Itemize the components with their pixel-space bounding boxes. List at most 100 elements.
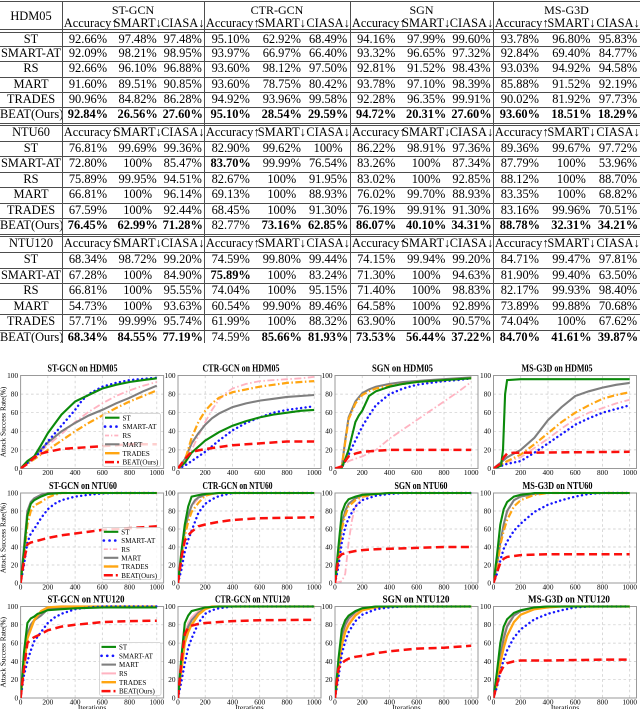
svg-text:SMART-AT: SMART-AT [121, 537, 156, 545]
svg-text:600: 600 [411, 583, 422, 592]
svg-text:400: 400 [70, 698, 81, 707]
svg-text:0: 0 [176, 583, 180, 592]
svg-text:600: 600 [570, 698, 581, 707]
svg-text:80: 80 [168, 506, 176, 515]
svg-text:400: 400 [543, 698, 554, 707]
svg-text:600: 600 [254, 468, 265, 477]
svg-text:80: 80 [325, 506, 333, 515]
svg-text:Iterations: Iterations [78, 703, 106, 709]
svg-text:600: 600 [570, 468, 581, 477]
svg-text:100: 100 [322, 488, 333, 497]
svg-text:0: 0 [329, 464, 333, 473]
svg-text:1000: 1000 [622, 698, 637, 707]
svg-text:60: 60 [484, 639, 492, 648]
svg-text:ST: ST [123, 414, 132, 422]
svg-text:80: 80 [11, 506, 19, 515]
svg-text:MART: MART [121, 554, 142, 562]
svg-text:600: 600 [411, 698, 422, 707]
svg-text:0: 0 [176, 698, 180, 707]
svg-text:600: 600 [411, 468, 422, 477]
svg-text:RS: RS [121, 546, 130, 554]
svg-text:20: 20 [11, 675, 19, 684]
svg-text:40: 40 [11, 657, 19, 666]
svg-text:0: 0 [19, 583, 23, 592]
svg-text:600: 600 [254, 698, 265, 707]
svg-text:MS-G3D on NTU60: MS-G3D on NTU60 [523, 480, 593, 492]
svg-text:BEAT(Ours): BEAT(Ours) [121, 572, 157, 580]
svg-text:800: 800 [282, 698, 293, 707]
svg-text:800: 800 [439, 698, 450, 707]
svg-text:400: 400 [543, 583, 554, 592]
svg-text:200: 200 [200, 583, 211, 592]
svg-text:Iterations: Iterations [392, 703, 420, 709]
svg-text:MART: MART [123, 441, 144, 449]
svg-text:20: 20 [325, 560, 333, 569]
svg-text:100: 100 [480, 602, 491, 611]
svg-text:80: 80 [11, 390, 19, 399]
svg-text:CTR-GCN on HDM05: CTR-GCN on HDM05 [203, 363, 280, 375]
svg-text:20: 20 [11, 445, 19, 454]
svg-text:0: 0 [19, 698, 23, 707]
svg-text:600: 600 [97, 698, 108, 707]
svg-text:1000: 1000 [150, 698, 165, 707]
svg-text:0: 0 [19, 468, 23, 477]
svg-text:800: 800 [282, 583, 293, 592]
svg-text:40: 40 [325, 657, 333, 666]
svg-text:40: 40 [11, 542, 19, 551]
svg-text:200: 200 [357, 468, 368, 477]
svg-text:800: 800 [597, 468, 608, 477]
svg-text:60: 60 [484, 524, 492, 533]
svg-text:20: 20 [484, 675, 492, 684]
svg-text:1000: 1000 [622, 583, 637, 592]
svg-text:60: 60 [325, 639, 333, 648]
svg-text:80: 80 [325, 620, 333, 629]
svg-text:60: 60 [168, 639, 176, 648]
svg-text:40: 40 [325, 427, 333, 436]
svg-text:RS: RS [119, 670, 128, 678]
svg-text:800: 800 [597, 583, 608, 592]
svg-text:200: 200 [515, 468, 526, 477]
svg-text:60: 60 [11, 408, 19, 417]
svg-text:100: 100 [165, 371, 176, 380]
svg-text:40: 40 [168, 657, 176, 666]
svg-text:ST-GCN on NTU120: ST-GCN on NTU120 [48, 594, 125, 606]
svg-text:20: 20 [168, 445, 176, 454]
svg-text:0: 0 [333, 583, 337, 592]
svg-text:1000: 1000 [464, 583, 479, 592]
svg-text:60: 60 [168, 524, 176, 533]
svg-text:0: 0 [487, 578, 491, 587]
svg-text:0: 0 [487, 693, 491, 702]
svg-text:800: 800 [282, 468, 293, 477]
svg-text:SMART-AT: SMART-AT [123, 423, 158, 431]
svg-text:100: 100 [322, 371, 333, 380]
svg-text:40: 40 [168, 427, 176, 436]
svg-text:MART: MART [119, 661, 140, 669]
svg-text:1000: 1000 [150, 583, 165, 592]
svg-text:400: 400 [227, 583, 238, 592]
svg-text:400: 400 [227, 698, 238, 707]
svg-text:40: 40 [11, 427, 19, 436]
svg-text:ST-GCN on HDM05: ST-GCN on HDM05 [48, 363, 118, 375]
svg-text:0: 0 [333, 468, 337, 477]
svg-text:100: 100 [7, 488, 18, 497]
svg-text:40: 40 [484, 657, 492, 666]
svg-text:SGN on HDM05: SGN on HDM05 [372, 363, 433, 375]
svg-text:40: 40 [168, 542, 176, 551]
svg-text:200: 200 [200, 468, 211, 477]
svg-text:80: 80 [484, 620, 492, 629]
svg-text:1000: 1000 [307, 698, 322, 707]
svg-text:100: 100 [480, 371, 491, 380]
svg-text:20: 20 [168, 560, 176, 569]
svg-text:0: 0 [176, 468, 180, 477]
svg-text:1000: 1000 [307, 468, 322, 477]
svg-text:600: 600 [97, 583, 108, 592]
svg-text:200: 200 [42, 468, 53, 477]
svg-text:1000: 1000 [307, 583, 322, 592]
svg-text:200: 200 [357, 583, 368, 592]
svg-text:200: 200 [357, 698, 368, 707]
svg-text:Iterations: Iterations [235, 703, 263, 709]
svg-text:SGN on NTU120: SGN on NTU120 [383, 594, 450, 606]
svg-text:Iterations: Iterations [551, 703, 579, 709]
svg-text:BEAT(Ours): BEAT(Ours) [119, 688, 155, 696]
svg-text:600: 600 [570, 583, 581, 592]
